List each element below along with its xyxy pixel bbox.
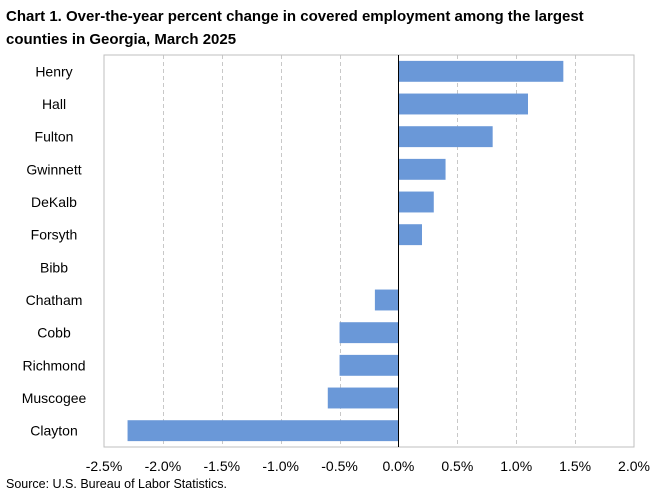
bar-hall — [398, 93, 528, 115]
x-tick-label: -2.5% — [86, 458, 123, 474]
x-tick-label: 0.5% — [441, 458, 473, 474]
category-label: Muscogee — [22, 390, 87, 406]
source-note: Source: U.S. Bureau of Labor Statistics. — [6, 477, 227, 491]
gridlines — [163, 55, 576, 447]
bar-gwinnett — [398, 158, 446, 180]
chart-title: Chart 1. Over-the-year percent change in… — [6, 8, 584, 48]
category-label: Gwinnett — [26, 161, 81, 177]
category-label: Cobb — [37, 325, 71, 341]
bar-forsyth — [398, 224, 422, 246]
category-label: DeKalb — [31, 194, 77, 210]
category-label: Fulton — [35, 129, 74, 145]
bar-henry — [398, 60, 564, 82]
bar-richmond — [339, 354, 399, 376]
bar-cobb — [339, 322, 399, 344]
bar-muscogee — [327, 387, 399, 409]
x-tick-label: -2.0% — [145, 458, 182, 474]
category-label: Chatham — [26, 292, 83, 308]
category-label: Richmond — [22, 357, 85, 373]
x-tick-labels: -2.5% -2.0% -1.5% -1.0% -0.5% 0.0% 0.5% 1.0% 1.5… — [86, 458, 650, 474]
category-label: Henry — [35, 63, 72, 79]
x-tick-label: 2.0% — [618, 458, 650, 474]
bars — [127, 60, 564, 442]
category-label: Hall — [42, 96, 66, 112]
bar-dekalb — [398, 191, 434, 213]
x-tick-label: 0.0% — [382, 458, 414, 474]
bar-chatham — [374, 289, 399, 311]
axes — [103, 54, 635, 448]
x-tick-label: 1.5% — [559, 458, 591, 474]
x-tick-label: 1.0% — [500, 458, 532, 474]
x-tick-label: -0.5% — [321, 458, 358, 474]
category-labels: Henry Hall Fulton Gwinnett DeKalb Forsyth Bibb… — [22, 63, 87, 438]
x-tick-label: -1.5% — [203, 458, 240, 474]
plot-area — [103, 54, 635, 448]
x-tick-label: -1.0% — [262, 458, 299, 474]
category-label: Forsyth — [31, 227, 78, 243]
bar-fulton — [398, 126, 493, 148]
bar-clayton — [127, 420, 399, 442]
category-label: Clayton — [30, 423, 77, 439]
category-label: Bibb — [40, 259, 68, 275]
